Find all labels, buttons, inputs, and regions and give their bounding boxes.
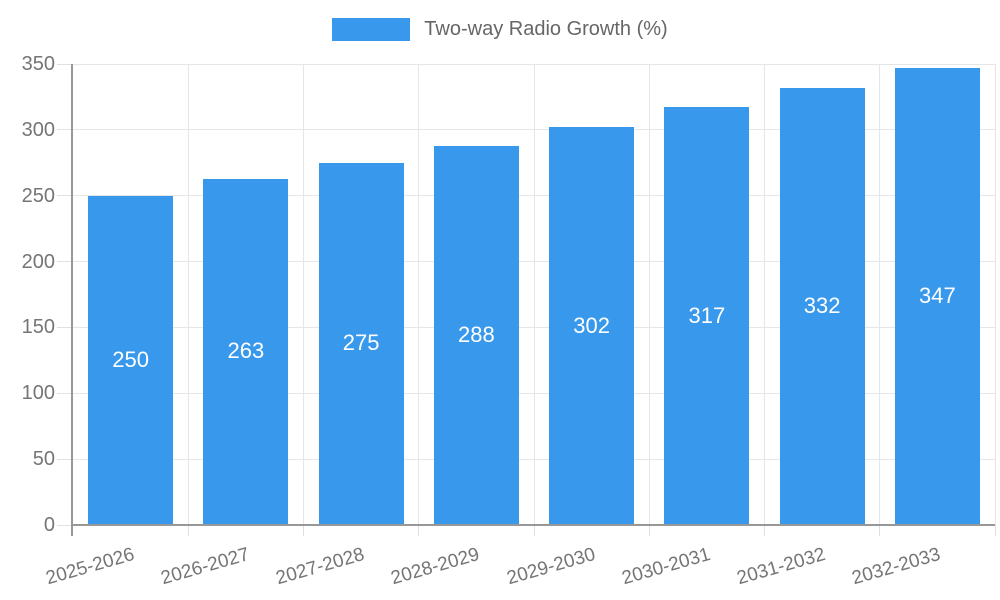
y-axis-labels: 0 50 100 150 200 250 300 350 [0,0,55,600]
y-axis-tick-label: 250 [21,184,55,207]
x-axis-tick-label: 2029-2030 [504,544,598,590]
x-gridline [533,64,535,525]
bar-value-label: 317 [688,302,726,328]
x-gridline [764,64,765,525]
y-axis-tick [57,458,73,460]
x-axis-tick-label: 2028-2029 [389,544,483,590]
x-axis-line [73,524,995,526]
x-axis-tick-label: 2031-2032 [734,544,828,590]
x-axis-tick [533,525,535,536]
y-axis-line [71,64,73,536]
bar[interactable]: 288 [433,145,519,524]
y-axis-tick-label: 300 [21,118,55,141]
x-gridline [418,64,420,525]
x-gridline [879,64,881,525]
y-axis-tick-label: 150 [21,316,55,339]
y-axis-tick [57,326,73,328]
bar-value-label: 250 [112,346,149,372]
legend-swatch-icon [332,18,411,41]
y-axis-tick-label: 100 [21,382,55,405]
y-axis-tick-label: 350 [21,53,55,75]
bar-value-label: 347 [919,282,956,308]
bar-value-label: 263 [227,338,265,364]
x-gridline [648,64,650,525]
x-axis-tick [764,525,765,536]
y-axis-tick-label: 50 [32,448,55,471]
bar[interactable]: 332 [779,87,865,524]
legend-label: Two-way Radio Growth (%) [424,18,668,40]
y-axis-tick-label: 200 [21,250,55,273]
plot-area: 250 263 275 288 302 317 332 347 [57,63,996,536]
bar[interactable]: 250 [88,195,174,524]
x-axis-tick [187,525,189,536]
bar[interactable]: 302 [549,127,635,524]
x-gridline [994,64,996,525]
y-axis-tick [57,195,73,197]
legend[interactable]: Two-way Radio Growth (%) [0,18,1000,41]
y-axis-tick [57,63,73,65]
bar[interactable]: 263 [203,178,289,524]
x-axis-tick [994,525,996,536]
bar-value-label: 302 [573,312,610,338]
y-axis-tick [57,392,73,394]
x-axis-tick [648,525,650,536]
y-axis-tick [57,129,73,131]
bar[interactable]: 347 [894,67,980,524]
x-axis-tick-label: 2030-2031 [619,544,713,590]
bar-value-label: 288 [458,321,495,347]
bar-value-label: 332 [803,292,841,318]
y-axis-tick-label: 0 [43,514,55,536]
x-axis-tick [418,525,420,536]
x-axis-tick-label: 2026-2027 [158,544,252,590]
x-gridline [303,64,304,525]
y-axis-tick [57,261,73,263]
x-axis-tick-label: 2032-2033 [850,544,944,590]
bar[interactable]: 317 [664,107,750,524]
x-axis-tick [303,525,304,536]
x-axis-tick-label: 2027-2028 [273,544,367,590]
bar-value-label: 275 [342,330,380,356]
bar[interactable]: 275 [318,162,404,524]
x-axis-tick [879,525,881,536]
y-axis-tick [57,524,73,526]
x-gridline [187,64,189,525]
